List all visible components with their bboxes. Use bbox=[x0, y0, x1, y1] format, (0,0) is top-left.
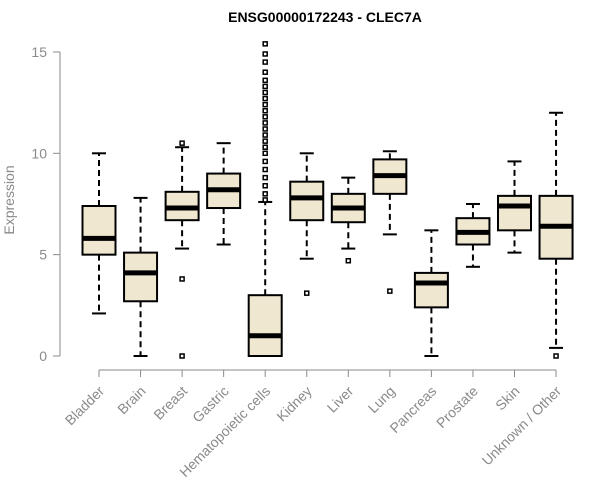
x-tick-label: Liver bbox=[324, 383, 357, 416]
box-breast bbox=[164, 140, 200, 359]
outlier-point bbox=[553, 353, 559, 359]
outlier-point bbox=[262, 182, 268, 189]
outlier-point bbox=[262, 83, 268, 90]
x-tick-label: Bladder bbox=[62, 383, 108, 429]
outlier-point bbox=[262, 59, 268, 65]
chart-title: ENSG00000172243 - CLEC7A bbox=[228, 9, 422, 25]
outlier-point bbox=[345, 257, 352, 264]
box-series bbox=[81, 41, 574, 359]
outlier-point bbox=[262, 132, 268, 138]
box-prostate bbox=[455, 202, 491, 268]
iqr-box bbox=[81, 205, 117, 256]
iqr-box bbox=[247, 294, 283, 358]
x-tick-label: Lung bbox=[365, 383, 398, 416]
x-tick-label: Kidney bbox=[273, 383, 315, 425]
y-tick-label: 5 bbox=[39, 247, 47, 263]
outlier-point bbox=[262, 191, 268, 197]
x-tick-label: Prostate bbox=[433, 383, 481, 431]
outlier-point bbox=[262, 101, 268, 108]
outlier-point bbox=[262, 138, 268, 144]
outlier-point bbox=[262, 166, 268, 173]
outlier-point bbox=[179, 353, 185, 359]
outlier-point bbox=[179, 276, 185, 282]
outlier-point bbox=[304, 290, 310, 296]
y-tick-label: 10 bbox=[31, 145, 47, 161]
x-tick-label: Breast bbox=[150, 383, 190, 423]
iqr-box bbox=[497, 194, 532, 232]
box-bladder bbox=[81, 152, 117, 315]
box-skin bbox=[497, 160, 532, 254]
y-axis-label: Expression bbox=[1, 165, 17, 234]
y-tick-label: 0 bbox=[39, 348, 47, 364]
outlier-point bbox=[179, 140, 185, 146]
outlier-point bbox=[262, 150, 268, 157]
box-hematopoietic-cells bbox=[247, 41, 283, 358]
outlier-point bbox=[262, 158, 268, 165]
iqr-box bbox=[123, 251, 159, 303]
box-liver bbox=[330, 176, 366, 264]
outlier-point bbox=[262, 51, 268, 57]
iqr-box bbox=[289, 180, 325, 222]
outlier-point bbox=[262, 69, 268, 75]
y-tick-label: 15 bbox=[31, 44, 47, 60]
box-gastric bbox=[206, 142, 242, 246]
box-brain bbox=[123, 196, 159, 357]
box-pancreas bbox=[413, 229, 449, 357]
box-unknown-other bbox=[538, 111, 574, 359]
y-axis: 0 5 10 15 bbox=[31, 44, 61, 364]
x-tick-label: Skin bbox=[492, 383, 523, 414]
x-tick-label: Unknown / Other bbox=[479, 383, 565, 469]
x-tick-label: Brain bbox=[114, 383, 148, 417]
outlier-point bbox=[262, 41, 268, 47]
outlier-point bbox=[262, 77, 268, 84]
outlier-point bbox=[262, 144, 268, 150]
outlier-point bbox=[262, 89, 268, 96]
outlier-point bbox=[262, 114, 268, 120]
outlier-point bbox=[262, 107, 268, 114]
outlier-point bbox=[262, 120, 268, 126]
iqr-box bbox=[413, 271, 449, 309]
outlier-point bbox=[262, 174, 268, 181]
box-lung bbox=[372, 150, 408, 294]
outlier-point bbox=[262, 95, 268, 102]
box-kidney bbox=[289, 152, 325, 296]
outlier-point bbox=[387, 288, 393, 294]
outlier-point bbox=[262, 126, 268, 132]
outlier-point bbox=[262, 197, 268, 203]
